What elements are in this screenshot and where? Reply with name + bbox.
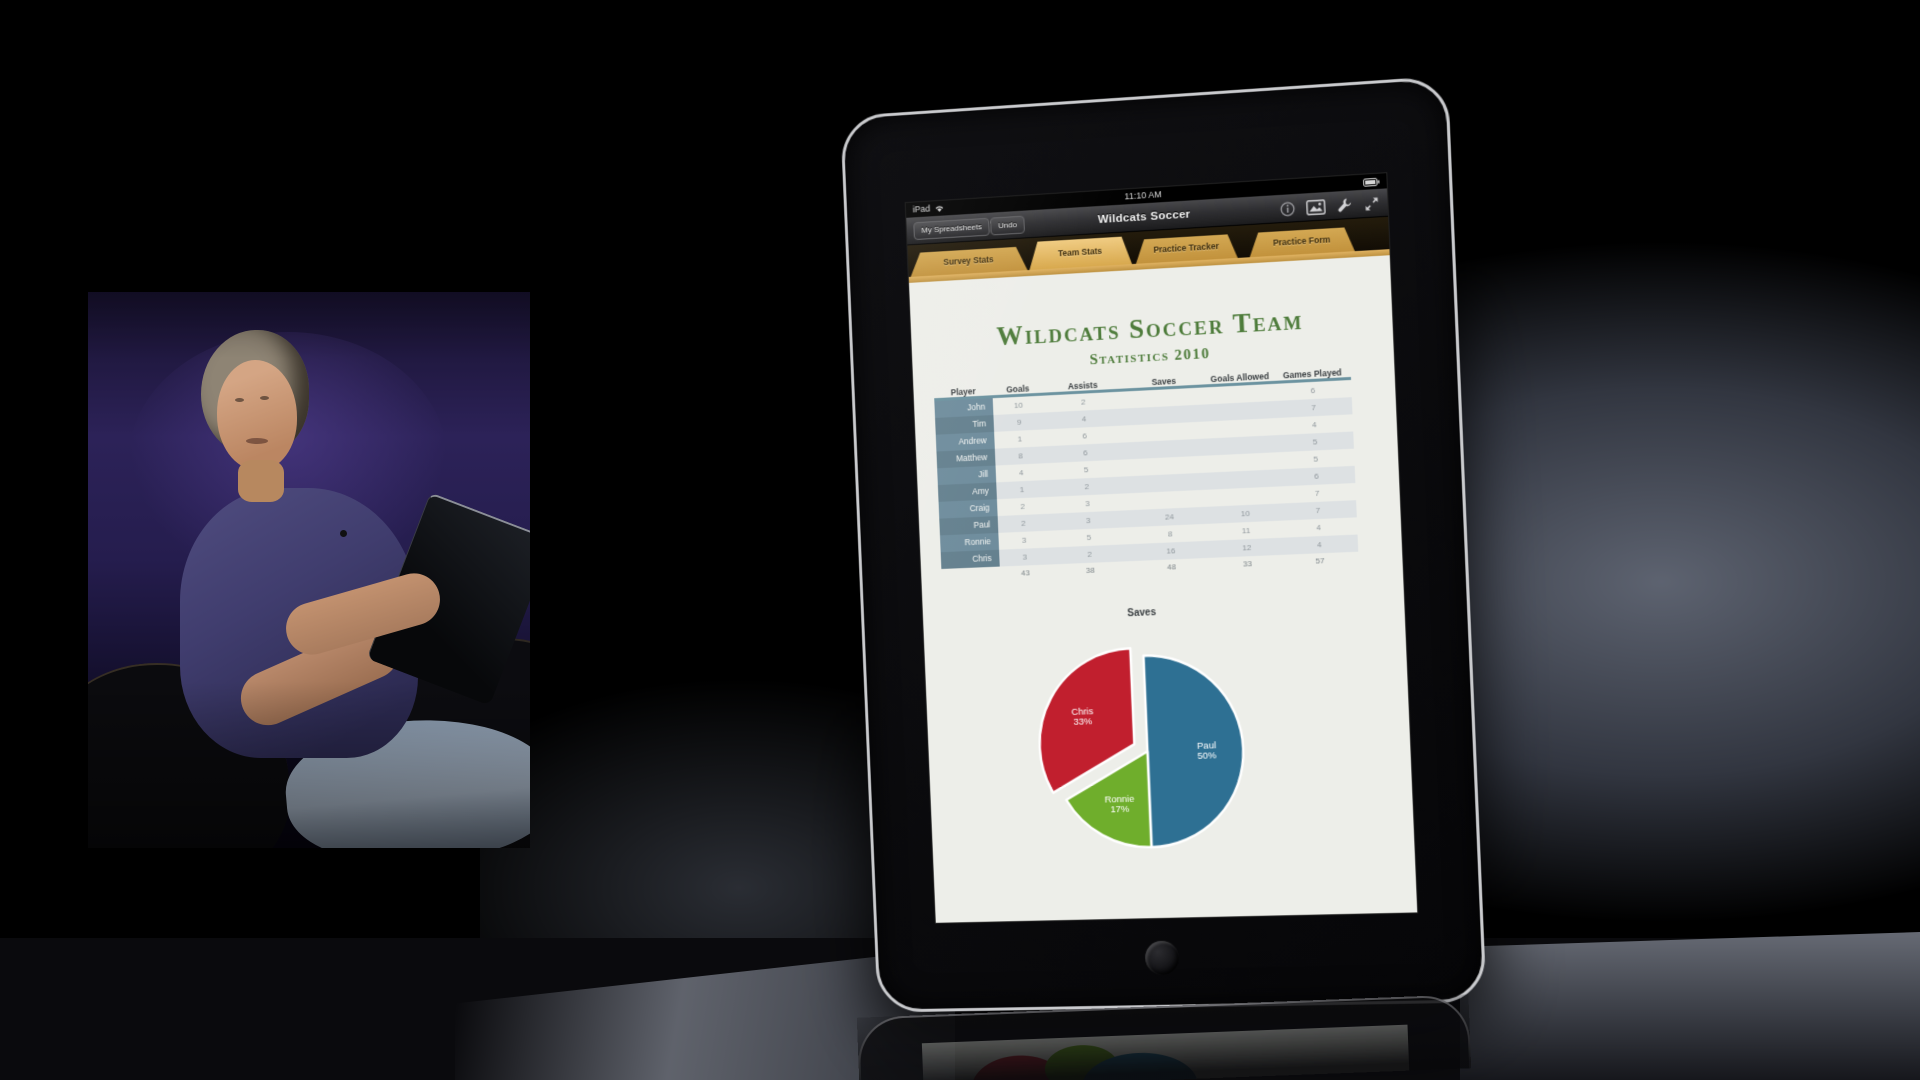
pie-slice-label: Chris33% [1071, 705, 1094, 727]
tab-team-stats[interactable]: Team Stats [1028, 236, 1132, 270]
pie-slice-label: Paul50% [1197, 739, 1218, 761]
ipad-device: iPad 11:10 AM My Spreadsheets Undo Wildc… [840, 75, 1487, 1013]
pie-slice-chris[interactable] [1036, 648, 1137, 793]
spreadsheet-canvas: Wildcats Soccer Team Statistics 2010 Pla… [909, 255, 1418, 924]
saves-pie-chart[interactable]: Paul50% Ronnie17% Chris33% [1014, 617, 1283, 884]
tab-label: Team Stats [1057, 245, 1103, 259]
battery-icon [1363, 178, 1380, 187]
total-cell: 48 [1166, 562, 1177, 572]
tab-label: Practice Tracker [1153, 240, 1220, 255]
ipad-screen: iPad 11:10 AM My Spreadsheets Undo Wildc… [904, 172, 1419, 924]
tools-icon[interactable] [1336, 197, 1353, 214]
total-cell [941, 567, 1000, 585]
home-button[interactable] [1144, 940, 1180, 976]
inset-vignette [88, 292, 530, 848]
total-cell: 33 [1242, 559, 1253, 569]
fullscreen-icon[interactable] [1364, 195, 1380, 211]
tab-label: Practice Form [1272, 234, 1331, 248]
table-highlight-right [1460, 932, 1920, 1080]
pie-slice-paul[interactable] [1143, 652, 1247, 847]
stats-table[interactable]: Player Goals Assists Saves Goals Allowed Game… [933, 364, 1359, 585]
total-cell: 38 [1085, 565, 1095, 575]
presenter-video-inset [88, 292, 530, 848]
stat-cell[interactable]: 3 [999, 547, 1051, 567]
total-cell: 43 [1020, 568, 1031, 578]
pie-slice-label: Ronnie17% [1104, 793, 1135, 815]
pie-slice-ronnie[interactable] [1064, 751, 1151, 849]
media-icon[interactable] [1306, 199, 1326, 215]
total-cell: 57 [1315, 556, 1325, 566]
info-icon[interactable] [1280, 201, 1296, 217]
